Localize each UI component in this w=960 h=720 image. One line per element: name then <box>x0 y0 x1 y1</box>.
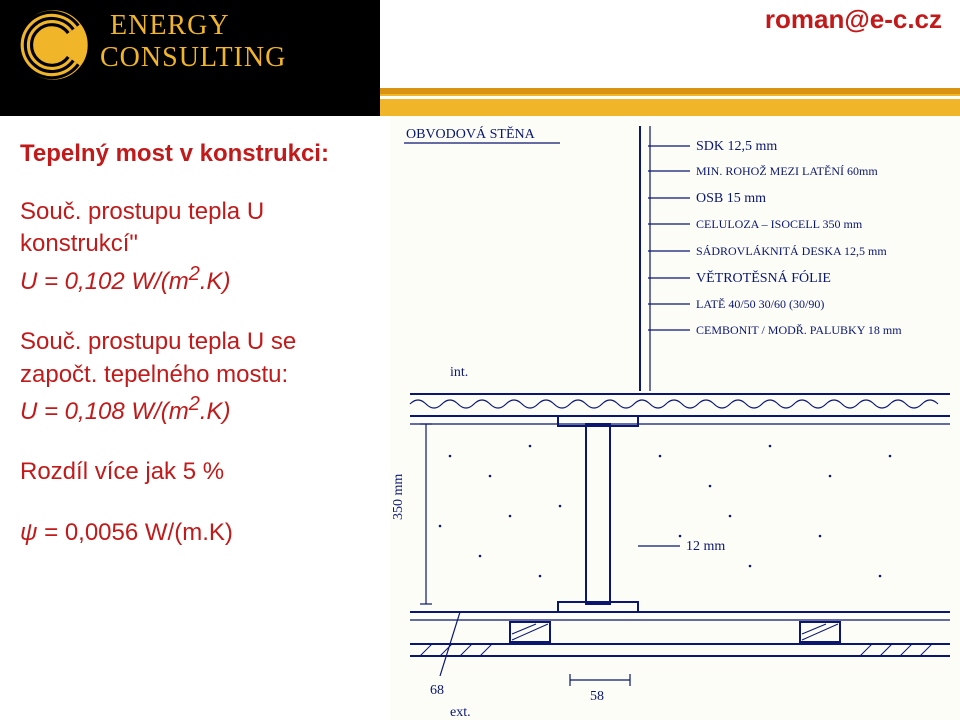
diagram-title: OBVODOVÁ STĚNA <box>406 125 536 142</box>
para-u-bridge: Souč. prostupu tepla U se započt. tepeln… <box>20 326 390 428</box>
svg-text:12 mm: 12 mm <box>686 539 725 554</box>
logo-line2: CONSULTING <box>100 42 286 73</box>
svg-text:350 mm: 350 mm <box>391 474 406 520</box>
svg-text:LATĚ 40/50 30/60 (30/90): LATĚ 40/50 30/60 (30/90) <box>696 297 824 311</box>
label-int: int. <box>450 365 468 380</box>
text-content: Tepelný most v konstrukci: Souč. prostup… <box>20 140 390 577</box>
svg-text:SDK 12,5 mm: SDK 12,5 mm <box>696 139 777 154</box>
svg-text:VĚTROTĚSNÁ FÓLIE: VĚTROTĚSNÁ FÓLIE <box>696 269 831 286</box>
svg-text:58: 58 <box>590 689 604 704</box>
contact-email: roman@e-c.cz <box>765 4 942 35</box>
para-diff: Rozdíl více jak 5 % <box>20 456 390 488</box>
logo-line1: ENERGY <box>110 10 230 41</box>
svg-text:CELULOZA – ISOCELL 350 mm: CELULOZA – ISOCELL 350 mm <box>696 217 863 231</box>
logo-icon <box>14 6 92 84</box>
svg-text:68: 68 <box>430 683 444 698</box>
page-title: Tepelný most v konstrukci: <box>20 140 390 168</box>
svg-text:CEMBONIT / MODŘ. PALUBKY 18 mm: CEMBONIT / MODŘ. PALUBKY 18 mm <box>696 323 902 337</box>
dim-58: 58 <box>570 674 630 704</box>
svg-text:MIN. ROHOŽ MEZI LATĚNÍ 60mm: MIN. ROHOŽ MEZI LATĚNÍ 60mm <box>696 164 878 178</box>
legend-leaders <box>648 146 690 330</box>
wall-section-diagram: OBVODOVÁ STĚNA SDK 12,5 mm MIN. ROHOŽ ME… <box>390 116 960 720</box>
para-psi: ψ = 0,0056 W/(m.K) <box>20 517 390 549</box>
para-u-construction: Souč. prostupu tepla U konstrukcí" U = 0… <box>20 196 390 298</box>
lower-layers <box>410 612 950 656</box>
svg-text:OSB 15 mm: OSB 15 mm <box>696 191 766 206</box>
dim-12: 12 mm <box>638 539 725 554</box>
stud <box>558 416 638 612</box>
svg-text:SÁDROVLÁKNITÁ DESKA 12,5 mm: SÁDROVLÁKNITÁ DESKA 12,5 mm <box>696 244 887 258</box>
dim-350: 350 mm <box>391 424 432 604</box>
legend-text: SDK 12,5 mm MIN. ROHOŽ MEZI LATĚNÍ 60mm … <box>696 139 902 337</box>
black-band-bottom <box>0 88 380 116</box>
upper-layers <box>410 394 950 424</box>
label-ext: ext. <box>450 705 471 720</box>
cellulose <box>439 445 892 578</box>
